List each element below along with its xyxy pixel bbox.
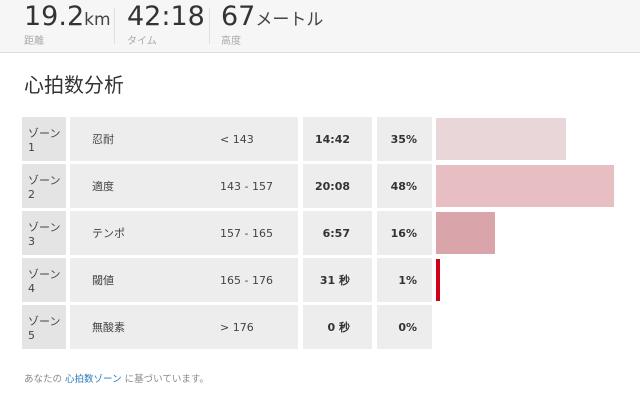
zone-time: 0 秒: [303, 305, 372, 349]
time-label: タイム: [127, 36, 157, 47]
zone-number: ゾーン 5: [22, 305, 66, 349]
elevation-value: 67: [221, 1, 256, 32]
distance-stat: 19.2km 距離: [24, 2, 111, 48]
zone-name: 無酸素: [70, 305, 216, 349]
zone-bpm-range: 143 - 157: [200, 164, 298, 208]
zone-name: テンポ: [70, 211, 216, 255]
distance-label: 距離: [24, 36, 44, 47]
zone-time: 14:42: [303, 117, 372, 161]
zone-bpm-range: > 176: [200, 305, 298, 349]
footnote: あなたの 心拍数ゾーン に基づいています。: [24, 374, 209, 386]
footnote-text: あなたの: [24, 374, 63, 385]
zone-share-bar: [436, 212, 495, 254]
elevation-unit: メートル: [255, 10, 324, 30]
elevation-label: 高度: [221, 36, 241, 47]
zone-name: 忍耐: [70, 117, 216, 161]
zone-percent: 48%: [377, 164, 432, 208]
distance-value: 19.2: [24, 1, 85, 32]
zone-percent: 0%: [377, 305, 432, 349]
zone-bpm-range: 157 - 165: [200, 211, 298, 255]
stat-divider: [114, 8, 115, 44]
zone-number: ゾーン 1: [22, 117, 66, 161]
zone-percent: 16%: [377, 211, 432, 255]
zone-bpm-range: < 143: [200, 117, 298, 161]
zone-number: ゾーン 3: [22, 211, 66, 255]
zone-number: ゾーン 2: [22, 164, 66, 208]
footnote-text: に基づいています。: [124, 374, 209, 385]
zone-bpm-range: 165 - 176: [200, 258, 298, 302]
time-stat: 42:18 タイム: [127, 2, 205, 48]
zone-percent: 1%: [377, 258, 432, 302]
distance-unit: km: [84, 10, 111, 30]
zone-share-bar: [436, 118, 566, 160]
zone-share-bar: [436, 259, 440, 301]
zone-name: 適度: [70, 164, 216, 208]
stat-divider: [209, 8, 210, 44]
zone-name: 閾値: [70, 258, 216, 302]
elevation-stat: 67メートル 高度: [221, 2, 323, 48]
heart-rate-zones-link[interactable]: 心拍数ゾーン: [65, 374, 122, 385]
zone-time: 20:08: [303, 164, 372, 208]
zone-share-bar: [436, 165, 614, 207]
zone-time: 6:57: [303, 211, 372, 255]
activity-stats-bar: 19.2km 距離 42:18 タイム 67メートル 高度: [0, 0, 640, 53]
zone-percent: 35%: [377, 117, 432, 161]
zone-time: 31 秒: [303, 258, 372, 302]
zone-number: ゾーン 4: [22, 258, 66, 302]
section-title: 心拍数分析: [24, 73, 124, 97]
time-value: 42:18: [127, 1, 205, 32]
